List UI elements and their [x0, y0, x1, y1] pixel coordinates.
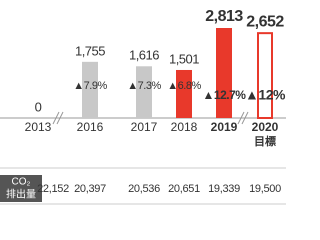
axis-break — [52, 111, 249, 125]
reduction-label: ▲12% — [245, 87, 286, 103]
reduction-label: ▲7.3% — [127, 80, 161, 92]
table-label: CO₂ — [12, 177, 31, 188]
table-value: 19,339 — [208, 183, 240, 195]
reduction-label: ▲12.7% — [203, 88, 247, 102]
bar — [136, 66, 152, 118]
x-tick-label: 2016 — [77, 120, 104, 134]
table-value: 22,152 — [37, 183, 69, 195]
table-value: 19,500 — [249, 183, 281, 195]
value-label: 0 — [35, 99, 42, 114]
chart: 0 2013 22,152 1,755 ▲7.9% 2016 20,397 1,616 ▲7.3… — [0, 8, 286, 205]
table-value: 20,397 — [74, 183, 106, 195]
bar — [82, 61, 98, 118]
value-label: 1,755 — [75, 43, 105, 58]
bar — [176, 69, 192, 118]
reduction-label: ▲6.8% — [167, 80, 201, 92]
table-label-box — [0, 175, 42, 202]
reduction-label: ▲7.9% — [73, 80, 107, 92]
value-label: 1,616 — [129, 48, 159, 63]
table-label: 排出量 — [6, 188, 36, 201]
x-tick-label: 2017 — [131, 120, 158, 134]
x-tick-sublabel: 目標 — [254, 134, 276, 148]
x-tick-label: 2020 — [252, 120, 279, 134]
value-label: 2,652 — [246, 13, 284, 30]
x-tick-label: 2013 — [25, 120, 52, 134]
table-value: 20,536 — [128, 183, 160, 195]
table-value: 20,651 — [168, 183, 200, 195]
value-label: 2,813 — [205, 8, 243, 25]
x-tick-label: 2018 — [171, 120, 198, 134]
bar — [257, 32, 273, 119]
bar — [216, 28, 232, 118]
x-tick-label: 2019 — [211, 120, 238, 134]
value-label: 1,501 — [169, 51, 199, 66]
